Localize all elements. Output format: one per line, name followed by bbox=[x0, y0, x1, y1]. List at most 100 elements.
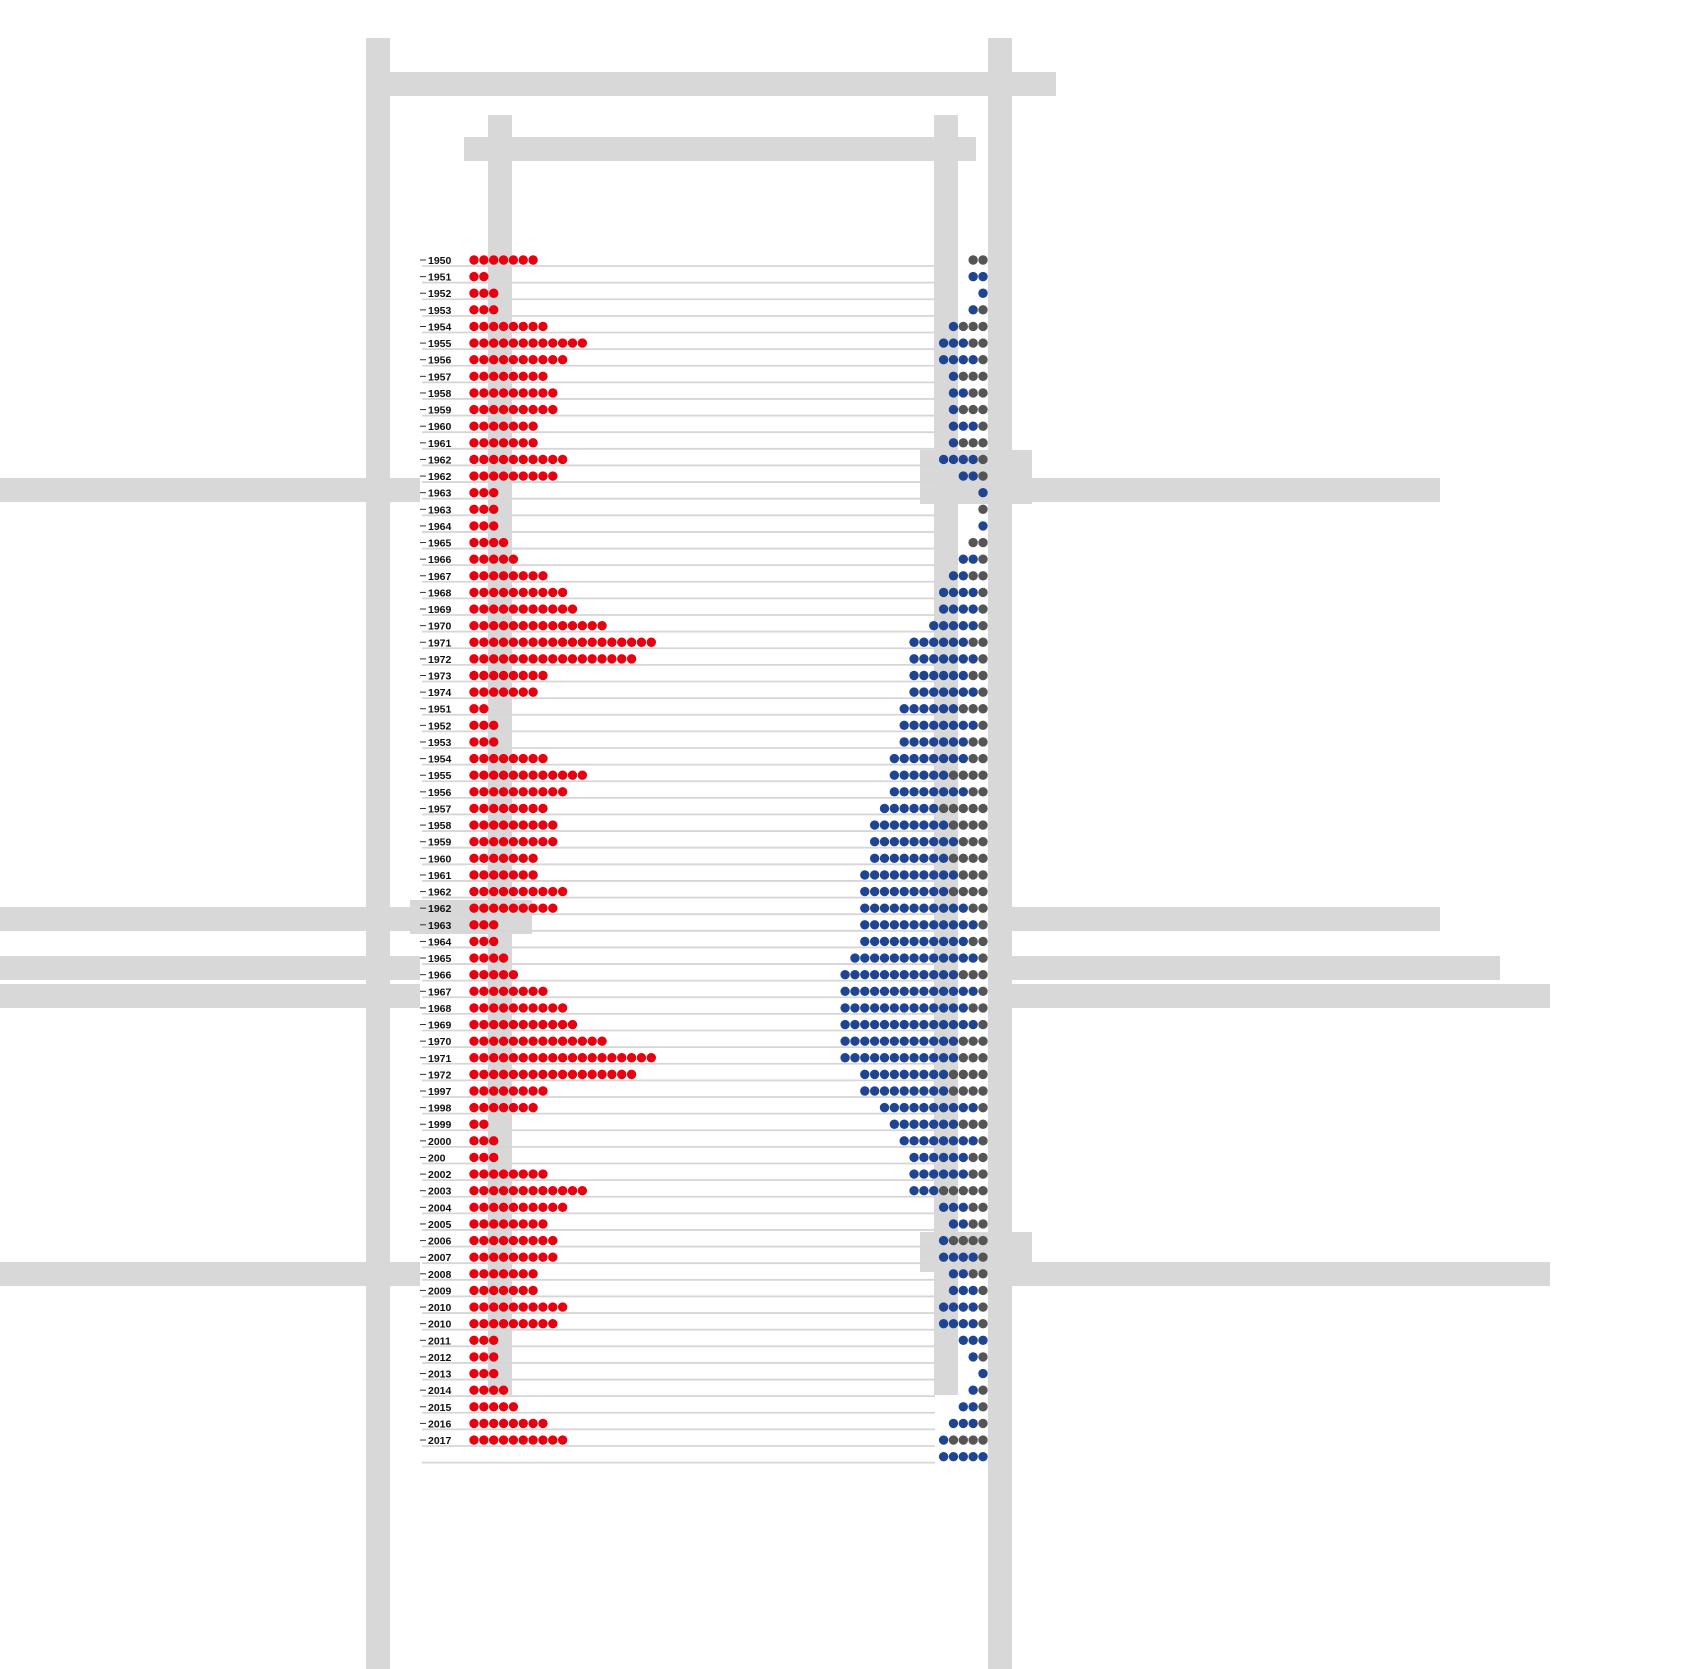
right-dot-primary bbox=[929, 1003, 939, 1013]
left-dot bbox=[607, 1069, 617, 1080]
right-dot-primary bbox=[948, 920, 959, 930]
right-dot-secondary bbox=[948, 1435, 959, 1445]
row-label: 2002 bbox=[428, 1169, 452, 1181]
left-dot bbox=[548, 587, 558, 598]
row-label: 1963 bbox=[428, 920, 452, 932]
left-dot bbox=[508, 604, 519, 614]
right-dot-secondary bbox=[968, 1152, 978, 1163]
left-dot bbox=[548, 1235, 558, 1246]
right-dot-secondary bbox=[968, 787, 978, 797]
right-dot-primary bbox=[879, 986, 890, 996]
left-dot bbox=[587, 620, 597, 631]
right-dot-primary bbox=[889, 936, 900, 947]
right-dot-primary bbox=[909, 936, 919, 947]
right-dot-primary bbox=[938, 687, 949, 697]
left-dot bbox=[518, 1318, 528, 1329]
left-dot bbox=[479, 986, 489, 996]
right-dot-primary bbox=[958, 637, 968, 647]
right-dot-primary bbox=[909, 670, 919, 681]
left-dot bbox=[479, 1069, 489, 1080]
left-dot bbox=[548, 1069, 558, 1080]
left-dot bbox=[508, 903, 519, 913]
left-dot bbox=[508, 404, 519, 415]
right-dot-primary bbox=[909, 1119, 919, 1129]
left-dot bbox=[479, 255, 489, 265]
right-dot-primary bbox=[919, 1102, 929, 1113]
row-label: 2005 bbox=[428, 1219, 452, 1231]
row-label: 1961 bbox=[428, 870, 452, 882]
left-dot bbox=[518, 903, 528, 913]
left-dot bbox=[567, 770, 578, 780]
left-dot bbox=[498, 1418, 509, 1429]
right-dot-primary bbox=[860, 886, 870, 897]
left-dot bbox=[508, 1435, 519, 1445]
left-dot bbox=[469, 1235, 479, 1246]
right-dot-secondary bbox=[978, 620, 988, 631]
background-bar-1 bbox=[988, 38, 1012, 1669]
left-dot bbox=[548, 1053, 558, 1063]
right-dot-primary bbox=[948, 704, 959, 714]
right-dot-primary bbox=[938, 1069, 949, 1080]
left-dot bbox=[498, 886, 509, 897]
row-label: 1970 bbox=[428, 1036, 452, 1048]
left-dot bbox=[587, 1053, 597, 1063]
left-dot bbox=[469, 1402, 479, 1412]
left-dot bbox=[469, 803, 479, 814]
right-dot-secondary bbox=[968, 1435, 978, 1445]
left-dot bbox=[508, 787, 519, 797]
right-dot-primary bbox=[850, 1019, 860, 1030]
right-dot-secondary bbox=[978, 1102, 988, 1113]
row-label: 1957 bbox=[428, 371, 452, 383]
right-dot-secondary bbox=[968, 670, 978, 681]
right-dot-primary bbox=[919, 853, 929, 864]
right-dot-primary bbox=[929, 1069, 939, 1080]
right-dot-secondary bbox=[938, 1186, 949, 1196]
left-dot bbox=[508, 1235, 519, 1246]
left-dot bbox=[538, 1235, 548, 1246]
left-dot bbox=[469, 288, 479, 298]
right-dot-secondary bbox=[978, 371, 988, 382]
right-dot-primary bbox=[948, 903, 959, 913]
left-dot bbox=[577, 770, 588, 780]
right-dot-primary bbox=[938, 637, 949, 647]
right-dot-primary bbox=[929, 620, 939, 631]
left-dot bbox=[498, 1252, 509, 1262]
left-dot bbox=[577, 1069, 588, 1080]
left-dot bbox=[508, 1019, 519, 1030]
right-dot-primary bbox=[889, 1102, 900, 1113]
left-dot bbox=[469, 388, 479, 398]
left-dot bbox=[528, 1302, 538, 1312]
right-dot-primary bbox=[948, 1003, 959, 1013]
left-dot bbox=[548, 338, 558, 348]
right-dot-primary bbox=[909, 803, 919, 814]
right-dot-primary bbox=[899, 953, 909, 963]
left-dot bbox=[479, 886, 489, 897]
right-dot-secondary bbox=[968, 969, 978, 980]
right-dot-secondary bbox=[948, 770, 959, 780]
left-dot bbox=[528, 454, 538, 465]
left-dot bbox=[626, 654, 637, 664]
left-dot bbox=[469, 1003, 479, 1013]
left-dot bbox=[508, 1269, 519, 1279]
right-dot-secondary bbox=[978, 1385, 988, 1395]
right-dot-primary bbox=[948, 670, 959, 681]
right-dot-primary bbox=[909, 753, 919, 764]
right-dot-secondary bbox=[978, 654, 988, 664]
right-dot-primary bbox=[948, 1285, 959, 1296]
right-dot-primary bbox=[938, 1019, 949, 1030]
left-dot bbox=[479, 504, 489, 514]
left-dot bbox=[469, 770, 479, 780]
left-dot bbox=[557, 1003, 568, 1013]
left-dot bbox=[538, 637, 548, 647]
left-dot bbox=[617, 1069, 627, 1080]
right-dot-secondary bbox=[968, 321, 978, 332]
right-dot-primary bbox=[919, 670, 929, 681]
left-dot bbox=[538, 770, 548, 780]
right-dot-secondary bbox=[968, 737, 978, 747]
right-dot-secondary bbox=[978, 687, 988, 697]
left-dot bbox=[479, 1019, 489, 1030]
right-dot-primary bbox=[929, 969, 939, 980]
right-dot-secondary bbox=[978, 1202, 988, 1213]
right-dot-primary bbox=[919, 1136, 929, 1146]
left-dot bbox=[518, 421, 528, 431]
